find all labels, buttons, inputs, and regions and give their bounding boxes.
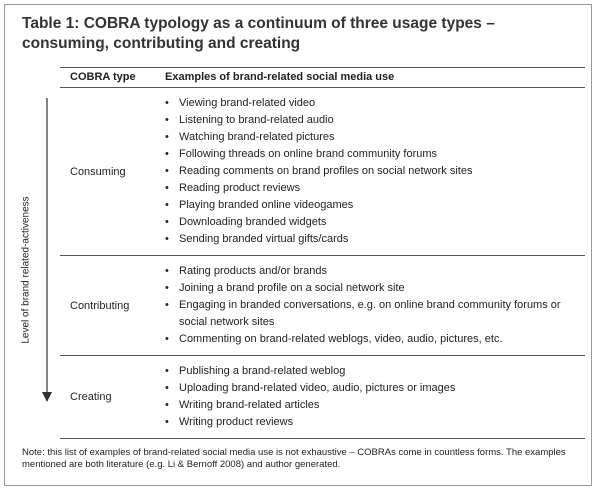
example-item: Listening to brand-related audio [165, 112, 569, 129]
example-item: Rating products and/or brands [165, 263, 569, 280]
example-item: Engaging in branded conversations, e.g. … [165, 297, 569, 331]
cobra-type: Consuming [70, 165, 126, 178]
example-item: Sending branded virtual gifts/cards [165, 231, 569, 248]
table-row: Contributing Rating products and/or brand… [60, 256, 585, 356]
example-item: Reading comments on brand profiles on so… [165, 163, 569, 180]
table-row: Creating Publishing a brand-related weblo… [60, 356, 585, 439]
cobra-type: Contributing [70, 299, 130, 312]
example-item: Downloading branded widgets [165, 214, 569, 231]
example-item: Viewing brand-related video [165, 95, 569, 112]
example-item: Reading product reviews [165, 180, 569, 197]
table-row: Consuming Viewing brand-related videoList… [60, 88, 585, 256]
example-item: Uploading brand-related video, audio, pi… [165, 380, 569, 397]
example-item: Watching brand-related pictures [165, 129, 569, 146]
example-item: Writing brand-related articles [165, 397, 569, 414]
example-item: Playing branded online videogames [165, 197, 569, 214]
examples-list: Publishing a brand-related weblogUploadi… [165, 356, 585, 438]
frame [4, 4, 592, 486]
table: COBRA type Examples of brand-related soc… [60, 67, 585, 439]
note: Note: this list of examples of brand-rel… [22, 447, 566, 470]
header-cell: Examples of brand-related social media u… [165, 71, 395, 83]
arrow [42, 98, 52, 402]
axis-label: Level of brand related-activeness [20, 196, 32, 344]
example-item: Joining a brand profile on a social netw… [165, 280, 569, 297]
header-row: COBRA type Examples of brand-related soc… [60, 68, 585, 88]
examples-list: Rating products and/or brandsJoining a b… [165, 256, 585, 355]
example-item: Publishing a brand-related weblog [165, 363, 569, 380]
example-item: Commenting on brand-related weblogs, vid… [165, 331, 569, 348]
example-item: Following threads on online brand commun… [165, 146, 569, 163]
cobra-type: Creating [70, 391, 112, 403]
examples-list: Viewing brand-related videoListening to … [165, 88, 585, 255]
title: Table 1: COBRA typology as a continuum o… [22, 15, 495, 52]
header-cell: COBRA type [70, 71, 136, 83]
example-item: Writing product reviews [165, 414, 569, 431]
